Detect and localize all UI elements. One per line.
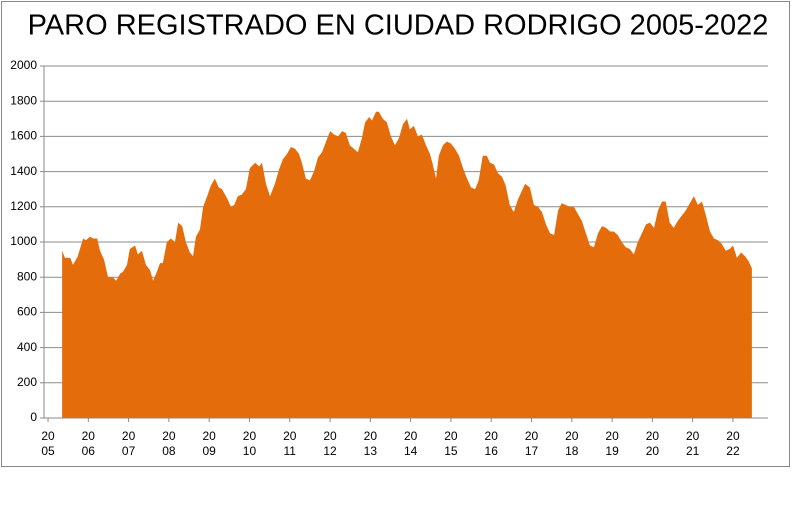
x-tick-label: 10 bbox=[243, 444, 257, 458]
x-tick-label: 20 bbox=[323, 429, 337, 443]
x-tick-label: 21 bbox=[686, 444, 700, 458]
x-tick-label: 20 bbox=[364, 429, 378, 443]
chart-title: PARO REGISTRADO EN CIUDAD RODRIGO 2005-2… bbox=[28, 10, 769, 42]
x-tick-label: 12 bbox=[323, 444, 337, 458]
y-tick-label: 0 bbox=[30, 410, 37, 424]
x-tick-label: 07 bbox=[122, 444, 136, 458]
x-tick-label: 20 bbox=[283, 429, 297, 443]
x-tick-label: 14 bbox=[404, 444, 418, 458]
x-tick-label: 08 bbox=[162, 444, 176, 458]
x-tick-label: 20 bbox=[565, 429, 579, 443]
x-tick-label: 09 bbox=[203, 444, 217, 458]
y-tick-label: 2000 bbox=[10, 58, 37, 72]
plot bbox=[62, 111, 752, 418]
y-tick-label: 1000 bbox=[10, 234, 37, 248]
x-tick-label: 11 bbox=[284, 444, 297, 458]
x-tick-label: 20 bbox=[646, 444, 660, 458]
x-tick-label: 20 bbox=[122, 429, 136, 443]
axes: 0200400600800100012001400160018002000200… bbox=[10, 58, 768, 458]
x-tick-label: 15 bbox=[444, 444, 458, 458]
area bbox=[62, 111, 752, 418]
x-tick-label: 18 bbox=[565, 444, 579, 458]
x-tick-label: 20 bbox=[726, 429, 740, 443]
y-tick-label: 1200 bbox=[10, 199, 37, 213]
x-tick-label: 20 bbox=[203, 429, 217, 443]
y-tick-label: 1400 bbox=[10, 164, 37, 178]
x-tick-label: 22 bbox=[726, 444, 740, 458]
y-tick-label: 1800 bbox=[10, 93, 37, 107]
x-tick-label: 13 bbox=[364, 444, 378, 458]
x-tick-label: 20 bbox=[605, 429, 619, 443]
x-tick-label: 20 bbox=[243, 429, 257, 443]
x-tick-label: 16 bbox=[485, 444, 499, 458]
y-tick-label: 800 bbox=[17, 269, 37, 283]
x-tick-label: 20 bbox=[686, 429, 700, 443]
x-tick-label: 17 bbox=[525, 444, 539, 458]
x-tick-label: 20 bbox=[646, 429, 660, 443]
x-tick-label: 20 bbox=[525, 429, 539, 443]
x-tick-label: 05 bbox=[41, 444, 55, 458]
y-tick-label: 600 bbox=[17, 305, 37, 319]
x-tick-label: 20 bbox=[444, 429, 458, 443]
y-tick-label: 400 bbox=[17, 340, 37, 354]
x-tick-label: 06 bbox=[82, 444, 96, 458]
y-tick-label: 1600 bbox=[10, 129, 37, 143]
x-tick-label: 20 bbox=[41, 429, 55, 443]
x-tick-label: 20 bbox=[82, 429, 96, 443]
x-tick-label: 20 bbox=[162, 429, 176, 443]
x-tick-label: 20 bbox=[404, 429, 418, 443]
x-tick-label: 20 bbox=[485, 429, 499, 443]
x-tick-label: 19 bbox=[605, 444, 619, 458]
y-tick-label: 200 bbox=[17, 375, 37, 389]
